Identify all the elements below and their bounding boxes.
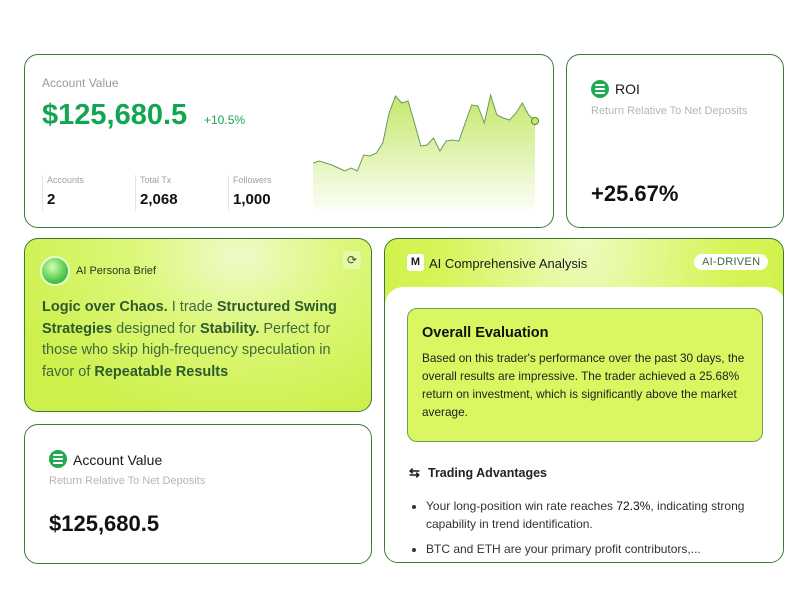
ai-persona-card: AI Persona Brief ⟳ Logic over Chaos. I t… bbox=[24, 238, 372, 412]
advantages-list: Your long-position win rate reaches 72.3… bbox=[426, 497, 766, 558]
ai-orb-icon bbox=[42, 258, 68, 284]
persona-segment: designed for bbox=[112, 320, 200, 337]
ai-analysis-card: M AI Comprehensive Analysis AI-DRIVEN Ov… bbox=[384, 238, 784, 563]
list-item: BTC and ETH are your primary profit cont… bbox=[426, 540, 766, 558]
persona-segment: Structured Swing Strategies bbox=[42, 299, 337, 337]
stat-value: 2,068 bbox=[140, 191, 178, 208]
roi-value: +25.67% bbox=[591, 181, 679, 206]
ai-driven-badge: AI-DRIVEN bbox=[694, 254, 769, 270]
refresh-icon[interactable]: ⟳ bbox=[343, 251, 361, 269]
stat-accounts: Accounts 2 bbox=[42, 175, 84, 211]
roi-title: ROI bbox=[615, 81, 640, 97]
swap-arrows-icon: ⇆ bbox=[409, 465, 420, 480]
stat-total-tx: Total Tx 2,068 bbox=[135, 175, 178, 211]
analysis-body: Overall Evaluation Based on this trader'… bbox=[385, 287, 783, 562]
stat-label: Accounts bbox=[47, 175, 85, 185]
bullet-text: , indicating strong capability in trend … bbox=[426, 499, 745, 531]
coin-stack-icon bbox=[49, 450, 67, 468]
advantages-title: Trading Advantages bbox=[428, 466, 548, 480]
card-title: Account Value bbox=[42, 76, 119, 90]
persona-segment: Stability. bbox=[200, 320, 260, 337]
change-percent: +10.5% bbox=[204, 113, 246, 127]
coin-stack-icon bbox=[591, 80, 609, 98]
persona-segment: Repeatable Results bbox=[94, 363, 229, 380]
persona-segment: I trade bbox=[167, 299, 217, 315]
account-value: $125,680.5 bbox=[49, 511, 160, 536]
bullet-highlight: 72.3% bbox=[616, 499, 651, 513]
persona-description: Logic over Chaos. I trade Structured Swi… bbox=[42, 297, 357, 383]
stat-value: 2 bbox=[47, 191, 56, 208]
account-value-card: Account Value $125,680.5 +10.5% Accounts… bbox=[24, 54, 554, 228]
list-item: Your long-position win rate reaches 72.3… bbox=[426, 497, 766, 533]
sparkline-end-point bbox=[531, 117, 539, 125]
stat-label: Followers bbox=[233, 175, 272, 185]
account-value-card-secondary: Account Value Return Relative To Net Dep… bbox=[24, 424, 372, 564]
persona-segment: Perfect for those who skip high-frequenc… bbox=[42, 320, 331, 380]
card-subtitle: Return Relative To Net Deposits bbox=[49, 475, 206, 487]
sparkline-line bbox=[313, 93, 536, 172]
bullet-text: BTC and ETH are your primary profit cont… bbox=[426, 542, 701, 556]
sparkline-area bbox=[313, 95, 535, 210]
persona-title: AI Persona Brief bbox=[76, 265, 157, 277]
card-title: Account Value bbox=[73, 452, 163, 468]
evaluation-text: Based on this trader's performance over … bbox=[422, 351, 745, 419]
stat-label: Total Tx bbox=[140, 175, 172, 185]
analysis-title: AI Comprehensive Analysis bbox=[429, 256, 588, 271]
overall-evaluation-box: Overall Evaluation Based on this trader'… bbox=[407, 308, 763, 442]
roi-subtitle: Return Relative To Net Deposits bbox=[591, 105, 748, 117]
stat-value: 1,000 bbox=[233, 191, 271, 208]
logo-icon: M bbox=[407, 254, 424, 271]
roi-card: ROI Return Relative To Net Deposits +25.… bbox=[566, 54, 784, 228]
sparkline-chart bbox=[313, 93, 539, 210]
persona-segment: Logic over Chaos. bbox=[42, 299, 168, 315]
evaluation-title: Overall Evaluation bbox=[422, 325, 549, 341]
stat-followers: Followers 1,000 bbox=[228, 175, 272, 211]
bullet-text: Your long-position win rate reaches bbox=[426, 499, 617, 513]
account-value: $125,680.5 bbox=[42, 99, 188, 131]
